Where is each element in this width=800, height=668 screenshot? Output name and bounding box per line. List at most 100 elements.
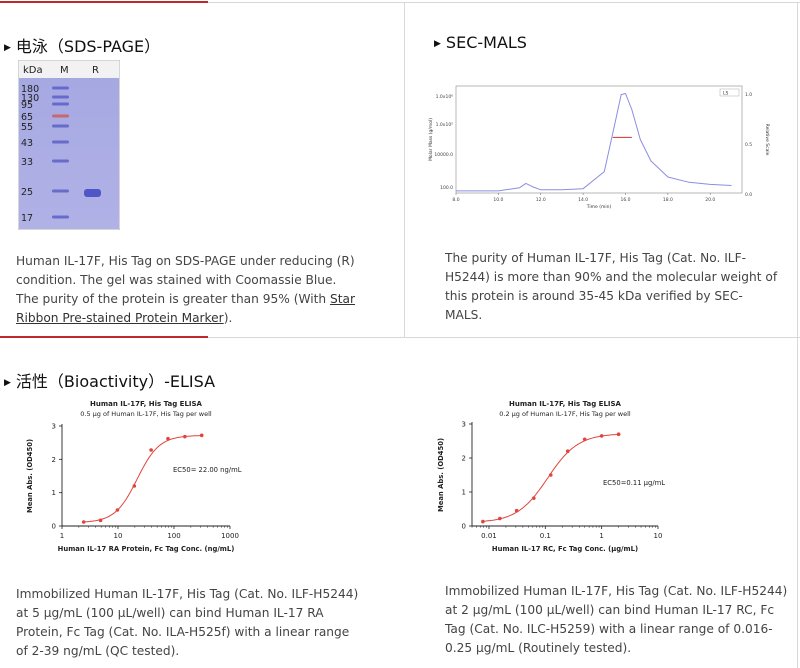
gel-marker-band	[52, 159, 69, 163]
elisa-xlabel: Human IL-17 RC, Fc Tag Conc. (μg/mL)	[492, 545, 638, 553]
elisa-subtitle: 0.5 μg of Human IL-17F, His Tag per well	[80, 410, 212, 418]
sec-mals-y-tick-label: 1.0x10⁶	[436, 94, 454, 100]
elisa-y-tick-label: 2	[462, 455, 466, 463]
elisa-data-point	[582, 437, 587, 442]
row-divider	[0, 337, 800, 338]
elisa-title: Human IL-17F, His Tag ELISA	[90, 400, 203, 408]
elisa-data-point	[149, 448, 153, 452]
elisa-y-tick-label: 3	[462, 421, 466, 429]
gel-marker-label: 43	[21, 138, 33, 149]
gel-marker-label: 55	[21, 122, 33, 133]
sec-mals-plot-frame	[455, 85, 743, 194]
elisa-title: Human IL-17F, His Tag ELISA	[509, 400, 622, 408]
sec-mals-xlabel: Time (min)	[586, 204, 612, 210]
elisa-x-tick-label: 100	[167, 532, 180, 540]
elisa-ec50-annotation: EC50=0.11 μg/mL	[603, 479, 665, 487]
elisa-chart-1: Human IL-17F, His Tag ELISA 0.5 μg of Hum…	[26, 400, 242, 553]
elisa-x-tick-label: 1	[599, 532, 603, 540]
sec-mals-x-tick-label: 10.0	[493, 197, 503, 203]
sec-mals-y-tick-label: 100.0	[440, 185, 453, 191]
elisa-data-point	[81, 520, 86, 524]
sec-mals-legend: LS	[723, 91, 729, 97]
sec-mals-y-tick-label: 10000.0	[434, 152, 453, 158]
elisa-y-tick-label: 1	[52, 489, 56, 497]
gel-marker-band	[52, 124, 69, 128]
gel-header-kda: kDa	[23, 65, 43, 76]
sec-mals-description: The purity of Human IL-17F, His Tag (Cat…	[445, 251, 778, 322]
gel-header-r: R	[92, 65, 99, 76]
elisa-y-tick-label: 2	[52, 456, 56, 464]
elisa-fit-curve	[482, 433, 619, 522]
elisa-data-point	[115, 508, 120, 512]
elisa-chart-2: Human IL-17F, His Tag ELISA 0.2 μg of Hum…	[437, 400, 665, 553]
elisa-fit-curve	[83, 435, 202, 523]
gel-marker-label: 95	[21, 100, 33, 111]
triangle-bullet-icon: ▶	[434, 39, 441, 49]
elisa-x-tick-label: 10	[654, 532, 663, 540]
gel-marker-label: 65	[21, 112, 33, 123]
sec-mals-series-line	[456, 93, 732, 192]
elisa-x-tick-label: 1000	[221, 532, 239, 540]
gel-header-m: M	[60, 65, 69, 76]
elisa-x-tick-label: 1	[60, 532, 64, 540]
elisa-data-point	[616, 432, 621, 436]
sec-mals-x-tick-label: 20.0	[705, 197, 715, 203]
sec-mals-x-tick-label: 16.0	[620, 197, 630, 203]
elisa-y-tick-label: 1	[462, 489, 466, 497]
right-border	[797, 3, 798, 668]
gel-marker-label: 180	[21, 84, 39, 95]
column-divider	[404, 3, 405, 338]
sec-mals-y2label: Relative Scale	[764, 124, 770, 156]
marker-link[interactable]: Star Ribbon Pre-stained Protein Marker	[16, 292, 356, 325]
gel-marker-band	[52, 215, 69, 219]
sec-mals-x-tick-label: 14.0	[578, 197, 588, 203]
elisa-data-point	[565, 449, 570, 453]
gel-marker-band	[52, 114, 69, 118]
sec-mals-chart: 8.0 10.0 12.0 14.0 16.0 18.0 20.0 1.0x10⁶ 1.0x10…	[428, 85, 770, 210]
sec-mals-legend-box	[719, 88, 740, 97]
sec-mals-y2-tick-label: 0.0	[745, 192, 752, 198]
elisa-data-point	[183, 434, 187, 439]
elisa-data-point	[514, 508, 519, 513]
gel-marker-label: 17	[21, 213, 33, 224]
bioactivity-title: ▶ 活性（Bioactivity）-ELISA	[4, 372, 216, 391]
gel-marker-band	[52, 95, 69, 99]
elisa-ylabel: Mean Abs. (OD450)	[26, 439, 34, 513]
triangle-bullet-icon: ▶	[4, 43, 11, 53]
gel-sample-band	[84, 189, 101, 197]
sds-page-description: Human IL-17F, His Tag on SDS-PAGE under …	[16, 254, 356, 325]
elisa-data-point	[599, 434, 604, 438]
elisa-x-tick-label: 10	[114, 532, 123, 540]
gel-marker-label: 33	[21, 157, 33, 168]
elisa-y-tick-label: 3	[52, 423, 56, 431]
triangle-bullet-icon: ▶	[4, 378, 11, 388]
gel-marker-band	[52, 102, 69, 106]
sec-mals-y2-tick-label: 0.5	[745, 142, 752, 148]
elisa-xlabel: Human IL-17 RA Protein, Fc Tag Conc. (ng…	[58, 545, 235, 553]
elisa-y-tick-label: 0	[52, 523, 56, 531]
sds-page-title: ▶ 电泳（SDS-PAGE）	[4, 37, 161, 56]
gel-marker-band	[52, 189, 69, 193]
elisa-data-point	[98, 518, 103, 523]
elisa-subtitle: 0.2 μg of Human IL-17F, His Tag per well	[499, 410, 631, 418]
sec-mals-y-tick-label: 1.0x10⁵	[436, 122, 454, 128]
accent-bar	[0, 1, 208, 3]
sec-mals-title: ▶ SEC-MALS	[434, 33, 527, 52]
elisa-x-tick-label: 0.01	[481, 532, 497, 540]
elisa-ec50-annotation: EC50= 22.00 ng/mL	[173, 466, 242, 474]
elisa-ylabel: Mean Abs. (OD450)	[437, 438, 445, 512]
elisa-1-description: Immobilized Human IL-17F, His Tag (Cat. …	[16, 587, 359, 658]
sec-mals-y2-tick-label: 1.0	[745, 92, 752, 98]
elisa-data-point	[166, 436, 170, 441]
gel-marker-band	[52, 140, 69, 144]
elisa-data-point	[132, 484, 137, 488]
elisa-x-tick-label: 0.1	[540, 532, 551, 540]
accent-bar-2	[0, 336, 208, 338]
elisa-y-tick-label: 0	[462, 523, 466, 531]
elisa-data-point	[481, 519, 485, 524]
top-divider	[0, 2, 800, 3]
elisa-data-point	[199, 433, 204, 438]
gel-marker-label: 130	[21, 93, 39, 104]
elisa-data-point	[548, 473, 553, 477]
